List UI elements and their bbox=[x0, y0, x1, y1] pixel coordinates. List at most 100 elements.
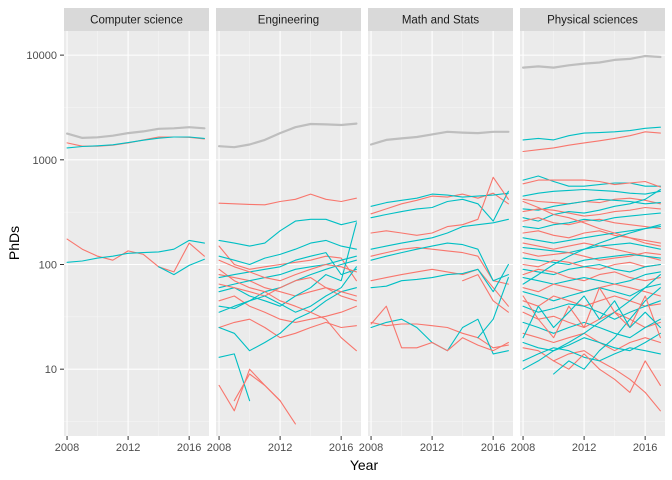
panel-background bbox=[64, 31, 209, 436]
panel-background bbox=[520, 31, 665, 436]
x-tick-label: 2008 bbox=[55, 442, 79, 454]
facet-panel: Computer science bbox=[64, 8, 209, 436]
series-line bbox=[218, 268, 357, 352]
facet-strip-label: Computer science bbox=[90, 15, 183, 27]
series-line bbox=[370, 321, 509, 349]
facet-strip-label: Math and Stats bbox=[402, 15, 480, 27]
x-tick-label: 2012 bbox=[268, 442, 292, 454]
series-line bbox=[522, 179, 661, 188]
series-line bbox=[462, 274, 509, 313]
facet-panel: Physical sciences bbox=[520, 8, 665, 436]
x-axis-title: Year bbox=[350, 457, 379, 473]
y-tick-label: 1000 bbox=[33, 155, 57, 167]
series-line bbox=[522, 268, 661, 282]
series-line bbox=[218, 318, 357, 339]
series-line bbox=[553, 353, 661, 393]
series-line bbox=[522, 271, 661, 285]
x-tick-label: 2012 bbox=[420, 442, 444, 454]
series-line bbox=[522, 295, 661, 339]
series-line bbox=[522, 259, 661, 270]
series-line bbox=[522, 224, 661, 285]
x-tick-label: 2012 bbox=[572, 442, 596, 454]
series-line bbox=[522, 226, 661, 244]
facet-panel: Engineering bbox=[216, 8, 361, 436]
series-line bbox=[522, 188, 661, 222]
series-line bbox=[522, 131, 661, 153]
y-axis-title: PhDs bbox=[6, 226, 22, 260]
series-line bbox=[218, 287, 357, 352]
series-line bbox=[158, 258, 205, 276]
y-tick-label: 100 bbox=[39, 259, 57, 271]
series-line bbox=[522, 198, 661, 211]
series-line bbox=[370, 130, 510, 146]
series-line bbox=[522, 230, 661, 244]
series-line bbox=[477, 277, 509, 339]
series-line bbox=[522, 188, 661, 197]
x-tick-label: 2016 bbox=[481, 442, 505, 454]
y-axis: 10 100 1000 10000 bbox=[26, 50, 64, 376]
series-line bbox=[522, 126, 661, 141]
series-line bbox=[522, 206, 661, 217]
series-line bbox=[218, 368, 296, 425]
series-line bbox=[218, 277, 357, 297]
x-tick-label: 2012 bbox=[116, 442, 140, 454]
series-line bbox=[522, 200, 661, 247]
series-line bbox=[218, 295, 357, 323]
facet-strip-label: Physical sciences bbox=[547, 15, 638, 27]
series-line bbox=[370, 190, 509, 222]
facet-strip bbox=[64, 8, 209, 31]
x-tick-label: 2016 bbox=[633, 442, 657, 454]
series-line bbox=[218, 353, 251, 402]
series-line bbox=[522, 175, 661, 187]
series-line bbox=[522, 253, 661, 266]
series-line bbox=[521, 54, 662, 69]
series-line bbox=[218, 222, 357, 307]
series-line bbox=[218, 122, 358, 149]
series-line bbox=[370, 268, 509, 307]
facet-panels: Computer science Engineering Math and Stat… bbox=[64, 8, 665, 436]
series-line bbox=[522, 283, 661, 302]
y-tick-label: 10 bbox=[45, 364, 57, 376]
series-line bbox=[218, 252, 357, 279]
facet-strip bbox=[216, 8, 361, 31]
series-line bbox=[522, 274, 661, 370]
x-tick-label: 2008 bbox=[207, 442, 231, 454]
y-tick-label: 10000 bbox=[26, 50, 57, 62]
series-line bbox=[522, 332, 661, 352]
x-tick-label: 2016 bbox=[329, 442, 353, 454]
series-line bbox=[66, 239, 205, 263]
series-line bbox=[370, 176, 509, 236]
facet-strip bbox=[520, 8, 665, 31]
series-line bbox=[370, 305, 509, 352]
x-tick-label: 2016 bbox=[177, 442, 201, 454]
x-tick-label: 2008 bbox=[359, 442, 383, 454]
facet-strip-label: Engineering bbox=[258, 15, 319, 27]
series-line bbox=[66, 136, 205, 149]
series-line bbox=[233, 373, 281, 402]
panel-background bbox=[216, 31, 361, 436]
series-line bbox=[370, 242, 509, 282]
series-line bbox=[218, 266, 357, 313]
x-axis: 2008 2012 2016 2008 2012 2016 2008 2012 2016 2008… bbox=[55, 436, 657, 454]
series-line bbox=[218, 259, 357, 282]
series-line bbox=[522, 318, 661, 339]
series-line bbox=[522, 332, 661, 352]
series-line bbox=[370, 192, 509, 207]
series-line bbox=[370, 247, 509, 285]
series-line bbox=[522, 242, 661, 254]
series-line bbox=[522, 263, 661, 276]
series-line bbox=[370, 263, 509, 293]
series-line bbox=[65, 126, 206, 139]
facet-panel: Math and Stats bbox=[368, 8, 513, 436]
series-line bbox=[218, 239, 357, 266]
series-line bbox=[522, 197, 661, 205]
series-line bbox=[522, 212, 661, 230]
panel-background bbox=[368, 31, 513, 436]
series-line bbox=[370, 218, 509, 250]
series-line bbox=[218, 255, 357, 289]
series-line bbox=[218, 218, 357, 247]
series-line bbox=[218, 193, 357, 206]
series-line bbox=[522, 295, 661, 307]
series-line bbox=[522, 252, 661, 261]
